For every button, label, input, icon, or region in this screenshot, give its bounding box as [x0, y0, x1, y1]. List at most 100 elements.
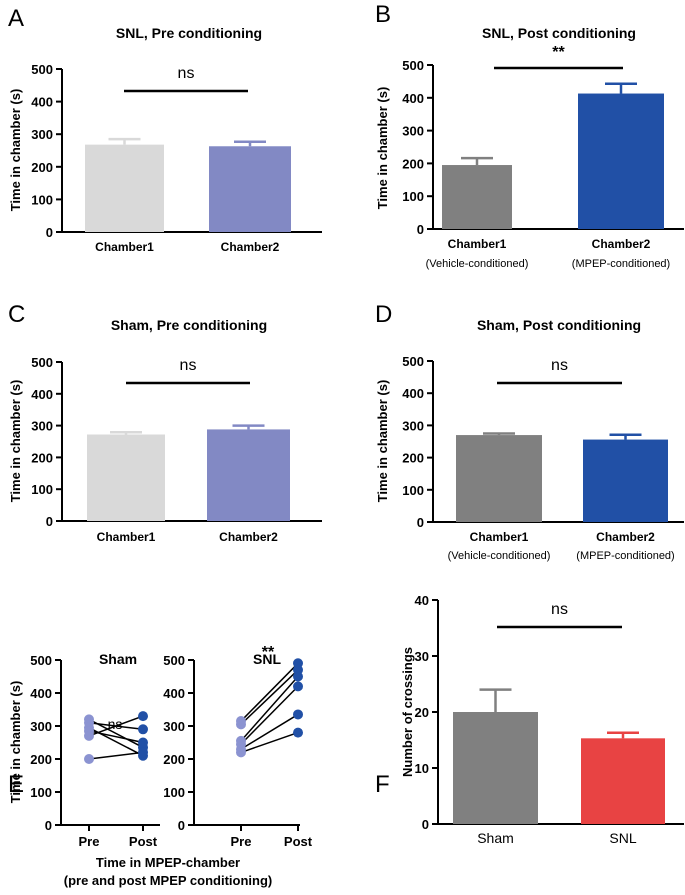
point-post-E1 [138, 724, 148, 735]
chart-title-D: Sham, Post conditioning [477, 317, 641, 333]
y-tick-label-C: 200 [31, 450, 53, 465]
y-tick-label-C: 0 [46, 514, 53, 529]
y-tick-label-F: 0 [422, 817, 429, 832]
panel-label-A: A [8, 5, 24, 32]
y-tick-label-E1: 400 [30, 686, 52, 701]
subpanel-title-E2: SNL [253, 651, 281, 667]
point-post-E2 [293, 709, 303, 720]
bar-C-1 [87, 434, 165, 521]
x-tick-label-E1: Pre [79, 834, 100, 849]
x-tick-label-E1: Post [129, 834, 158, 849]
x-tick-label-C: Chamber2 [219, 530, 278, 544]
y-tick-label-F: 30 [415, 649, 429, 664]
x-tick-label-F: Sham [477, 830, 514, 846]
x-sub-label-D: (MPEP-conditioned) [576, 550, 674, 562]
x-tick-label-C: Chamber1 [97, 530, 156, 544]
panel-label-E: E [8, 771, 24, 798]
x-sub-label-B: (MPEP-conditioned) [572, 258, 670, 270]
y-tick-label-C: 300 [31, 419, 53, 434]
pair-line-E2 [240, 676, 299, 742]
y-axis-label-C: Time in chamber (s) [8, 380, 23, 503]
y-axis-label-F: Number of crossings [400, 647, 415, 777]
y-tick-label-B: 400 [402, 91, 424, 106]
x-tick-label-D: Chamber2 [596, 530, 655, 544]
chart-title-A: SNL, Pre conditioning [116, 25, 262, 41]
significance-label-E1: ns [108, 716, 123, 732]
pair-line-E1 [88, 715, 144, 737]
significance-label-D: ns [551, 357, 568, 374]
y-tick-label-C: 100 [31, 482, 53, 497]
y-tick-label-A: 100 [31, 192, 53, 207]
significance-label-F: ns [551, 601, 568, 618]
y-tick-label-B: 500 [402, 58, 424, 73]
bar-F-2 [581, 738, 665, 824]
y-tick-label-E1: 200 [30, 752, 52, 767]
chart-title-C: Sham, Pre conditioning [111, 317, 267, 333]
y-tick-label-E2: 0 [178, 818, 185, 833]
y-axis-label-B: Time in chamber (s) [375, 87, 390, 210]
x-tick-label-E2: Post [284, 834, 313, 849]
panel-label-B: B [375, 1, 391, 28]
bar-C-2 [207, 429, 290, 521]
bar-B-1 [442, 165, 512, 229]
x-tick-label-B: Chamber1 [448, 237, 507, 251]
y-axis-label-D: Time in chamber (s) [375, 380, 390, 503]
pair-line-E2 [240, 662, 299, 722]
significance-label-A: ns [178, 65, 195, 82]
y-tick-label-B: 300 [402, 124, 424, 139]
significance-label-B: ** [552, 44, 565, 61]
pair-line-E2 [240, 713, 299, 750]
point-pre-E2 [236, 747, 246, 758]
pair-line-E2 [240, 669, 299, 725]
y-tick-label-E1: 0 [45, 818, 52, 833]
bar-A-2 [209, 146, 291, 232]
chart-title-B: SNL, Post conditioning [482, 25, 636, 41]
y-tick-label-D: 500 [402, 354, 424, 369]
bar-F-1 [453, 712, 538, 824]
significance-label-C: ns [180, 357, 197, 374]
y-tick-label-B: 100 [402, 189, 424, 204]
significance-label-E2: ** [262, 644, 275, 661]
y-tick-label-A: 500 [31, 62, 53, 77]
y-tick-label-A: 200 [31, 160, 53, 175]
y-tick-label-B: 200 [402, 156, 424, 171]
point-post-E2 [293, 727, 303, 738]
y-tick-label-D: 0 [417, 515, 424, 530]
y-tick-label-E1: 100 [30, 785, 52, 800]
x-tick-label-B: Chamber2 [592, 237, 651, 251]
y-tick-label-F: 10 [415, 761, 429, 776]
x-sub-label-B: (Vehicle-conditioned) [426, 258, 529, 270]
x-tick-label-A: Chamber2 [221, 240, 280, 254]
y-axis-label-A: Time in chamber (s) [8, 89, 23, 212]
y-tick-label-A: 0 [46, 225, 53, 240]
bar-A-1 [85, 144, 164, 232]
pair-line-E2 [240, 685, 299, 745]
pair-line-E2 [240, 731, 299, 754]
y-tick-label-F: 40 [415, 593, 429, 608]
x-axis-label2-E: (pre and post MPEP conditioning) [64, 873, 272, 888]
x-tick-label-E2: Pre [231, 834, 252, 849]
y-tick-label-E2: 500 [163, 653, 185, 668]
y-tick-label-F: 20 [415, 705, 429, 720]
x-tick-label-F: SNL [609, 830, 636, 846]
y-tick-label-C: 500 [31, 355, 53, 370]
point-post-E1 [138, 747, 148, 758]
x-axis-label-E: Time in MPEP-chamber [96, 855, 240, 870]
y-tick-label-D: 200 [402, 451, 424, 466]
bar-D-1 [456, 435, 542, 522]
bar-B-2 [578, 93, 664, 229]
x-tick-label-D: Chamber1 [470, 530, 529, 544]
point-pre-E1 [84, 754, 94, 764]
y-tick-label-E2: 400 [163, 686, 185, 701]
panel-label-C: C [8, 301, 25, 328]
y-tick-label-A: 400 [31, 95, 53, 110]
y-tick-label-A: 300 [31, 127, 53, 142]
bar-D-2 [583, 439, 668, 522]
point-pre-E1 [84, 730, 94, 741]
y-axis-label-E: Time in chamber (s) [8, 681, 23, 804]
subpanel-title-E1: Sham [99, 651, 137, 667]
y-tick-label-D: 300 [402, 418, 424, 433]
point-post-E1 [138, 737, 148, 748]
point-pre-E2 [236, 719, 246, 730]
